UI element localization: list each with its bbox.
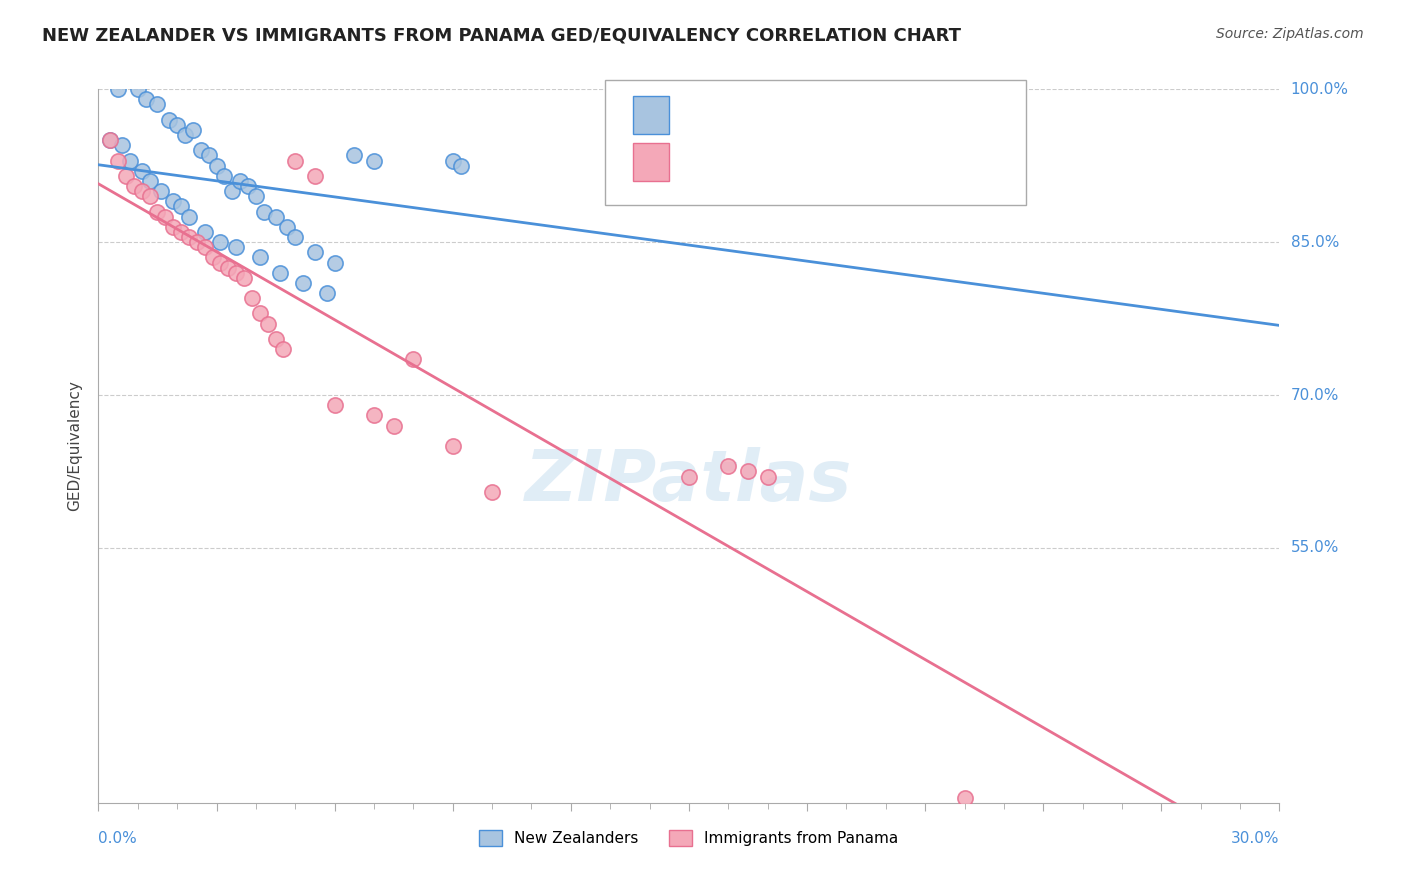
- Point: [256, 317, 278, 331]
- Point: [240, 291, 263, 305]
- Point: [441, 153, 464, 168]
- Text: ZIPatlas: ZIPatlas: [526, 447, 852, 516]
- Text: Source: ZipAtlas.com: Source: ZipAtlas.com: [1216, 27, 1364, 41]
- Point: [233, 270, 256, 285]
- Legend: New Zealanders, Immigrants from Panama: New Zealanders, Immigrants from Panama: [472, 824, 905, 852]
- Point: [756, 469, 779, 483]
- Point: [229, 174, 252, 188]
- Point: [194, 225, 217, 239]
- Point: [953, 790, 976, 805]
- Point: [118, 153, 141, 168]
- Point: [363, 409, 385, 423]
- Point: [98, 133, 121, 147]
- Text: 85.0%: 85.0%: [1291, 235, 1339, 250]
- Point: [717, 459, 740, 474]
- Point: [162, 219, 184, 234]
- Point: [122, 179, 145, 194]
- Point: [363, 153, 385, 168]
- Point: [155, 210, 177, 224]
- Point: [170, 225, 193, 239]
- Text: 55.0%: 55.0%: [1291, 541, 1339, 556]
- Point: [638, 128, 661, 142]
- Point: [221, 184, 243, 198]
- Point: [138, 189, 160, 203]
- Point: [174, 128, 197, 142]
- Point: [225, 266, 247, 280]
- Point: [150, 184, 173, 198]
- Point: [264, 332, 287, 346]
- Point: [382, 418, 405, 433]
- Point: [135, 92, 157, 106]
- Point: [276, 219, 298, 234]
- Point: [131, 184, 153, 198]
- Point: [166, 118, 188, 132]
- Point: [146, 97, 169, 112]
- Point: [402, 352, 425, 367]
- Point: [181, 123, 204, 137]
- Point: [481, 484, 503, 499]
- Text: 0.0%: 0.0%: [98, 830, 138, 846]
- Y-axis label: GED/Equivalency: GED/Equivalency: [67, 381, 83, 511]
- Point: [315, 286, 337, 301]
- Point: [225, 240, 247, 254]
- Point: [146, 204, 169, 219]
- Point: [249, 306, 271, 320]
- Point: [236, 179, 259, 194]
- Point: [177, 210, 200, 224]
- Point: [264, 210, 287, 224]
- Point: [194, 240, 217, 254]
- Point: [107, 82, 129, 96]
- Point: [269, 266, 291, 280]
- Point: [190, 144, 212, 158]
- Point: [98, 133, 121, 147]
- Point: [131, 163, 153, 178]
- Point: [214, 169, 236, 183]
- Point: [343, 148, 366, 162]
- Point: [186, 235, 208, 249]
- Point: [115, 169, 138, 183]
- Point: [323, 255, 346, 269]
- Text: R = -0.479   N = 36: R = -0.479 N = 36: [675, 153, 852, 171]
- Point: [162, 194, 184, 209]
- Point: [678, 469, 700, 483]
- Point: [127, 82, 149, 96]
- Point: [253, 204, 276, 219]
- Point: [245, 189, 267, 203]
- Point: [323, 398, 346, 412]
- Point: [292, 276, 315, 290]
- Point: [441, 439, 464, 453]
- Point: [284, 153, 307, 168]
- Point: [737, 465, 759, 479]
- Text: 70.0%: 70.0%: [1291, 387, 1339, 402]
- Point: [249, 251, 271, 265]
- Point: [107, 153, 129, 168]
- Point: [138, 174, 160, 188]
- Point: [284, 230, 307, 244]
- Point: [304, 169, 326, 183]
- Text: 100.0%: 100.0%: [1291, 82, 1348, 96]
- Point: [111, 138, 134, 153]
- Point: [197, 148, 219, 162]
- Text: NEW ZEALANDER VS IMMIGRANTS FROM PANAMA GED/EQUIVALENCY CORRELATION CHART: NEW ZEALANDER VS IMMIGRANTS FROM PANAMA …: [42, 27, 962, 45]
- Point: [209, 235, 232, 249]
- Point: [209, 255, 232, 269]
- Point: [273, 342, 295, 356]
- Point: [304, 245, 326, 260]
- Point: [450, 159, 472, 173]
- Text: R =  0.322   N = 43: R = 0.322 N = 43: [675, 106, 851, 124]
- Text: 30.0%: 30.0%: [1232, 830, 1279, 846]
- Point: [157, 112, 180, 127]
- Point: [170, 199, 193, 213]
- Point: [177, 230, 200, 244]
- Point: [201, 251, 224, 265]
- Point: [217, 260, 239, 275]
- Point: [205, 159, 228, 173]
